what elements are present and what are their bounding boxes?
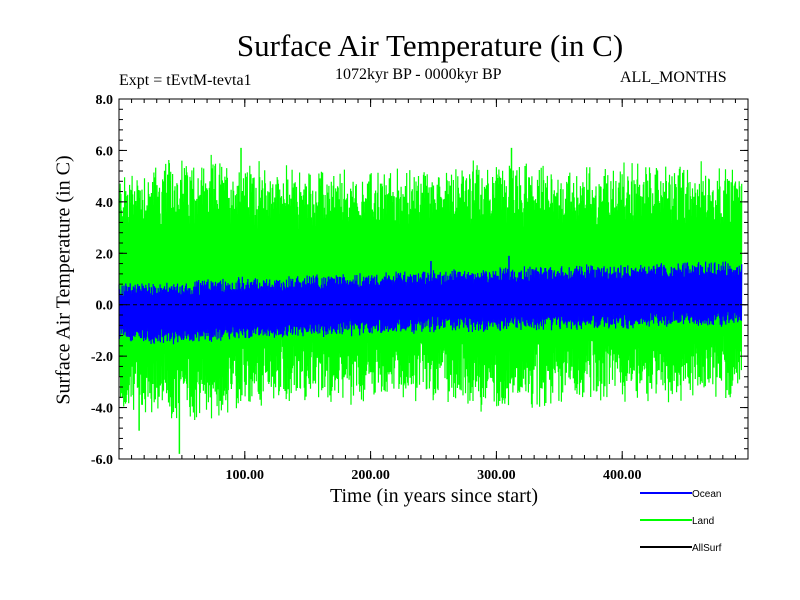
chart-title: Surface Air Temperature (in C) — [236, 28, 624, 63]
y-tick-label: 0.0 — [96, 299, 114, 314]
y-tick-label: 2.0 — [96, 247, 114, 262]
legend: Ocean Land AllSurf — [640, 489, 722, 554]
legend-label-allsurf: AllSurf — [692, 543, 722, 554]
x-tick-label: 400.00 — [603, 468, 642, 483]
x-tick-label: 100.00 — [226, 468, 265, 483]
legend-label-land: Land — [692, 516, 714, 527]
y-tick-label: 8.0 — [96, 93, 114, 108]
y-tick-label: -2.0 — [91, 350, 113, 365]
x-tick-label: 200.00 — [351, 468, 390, 483]
period-label: 1072kyr BP - 0000kyr BP — [335, 66, 502, 83]
x-axis-label: Time (in years since start) — [329, 485, 539, 507]
experiment-label: Expt = tEvtM-tevta1 — [119, 72, 252, 89]
legend-label-ocean: Ocean — [692, 489, 721, 500]
months-label: ALL_MONTHS — [620, 69, 727, 86]
axis-ticks: -6.0 -4.0 -2.0 0.0 2.0 4.0 6.0 8.0 100.00 200.00 3… — [91, 93, 748, 483]
y-tick-label: -6.0 — [91, 453, 113, 468]
y-tick-label: 6.0 — [96, 144, 114, 159]
x-tick-label: 300.00 — [477, 468, 516, 483]
y-tick-label: 4.0 — [96, 196, 114, 211]
y-tick-label: -4.0 — [91, 402, 113, 417]
